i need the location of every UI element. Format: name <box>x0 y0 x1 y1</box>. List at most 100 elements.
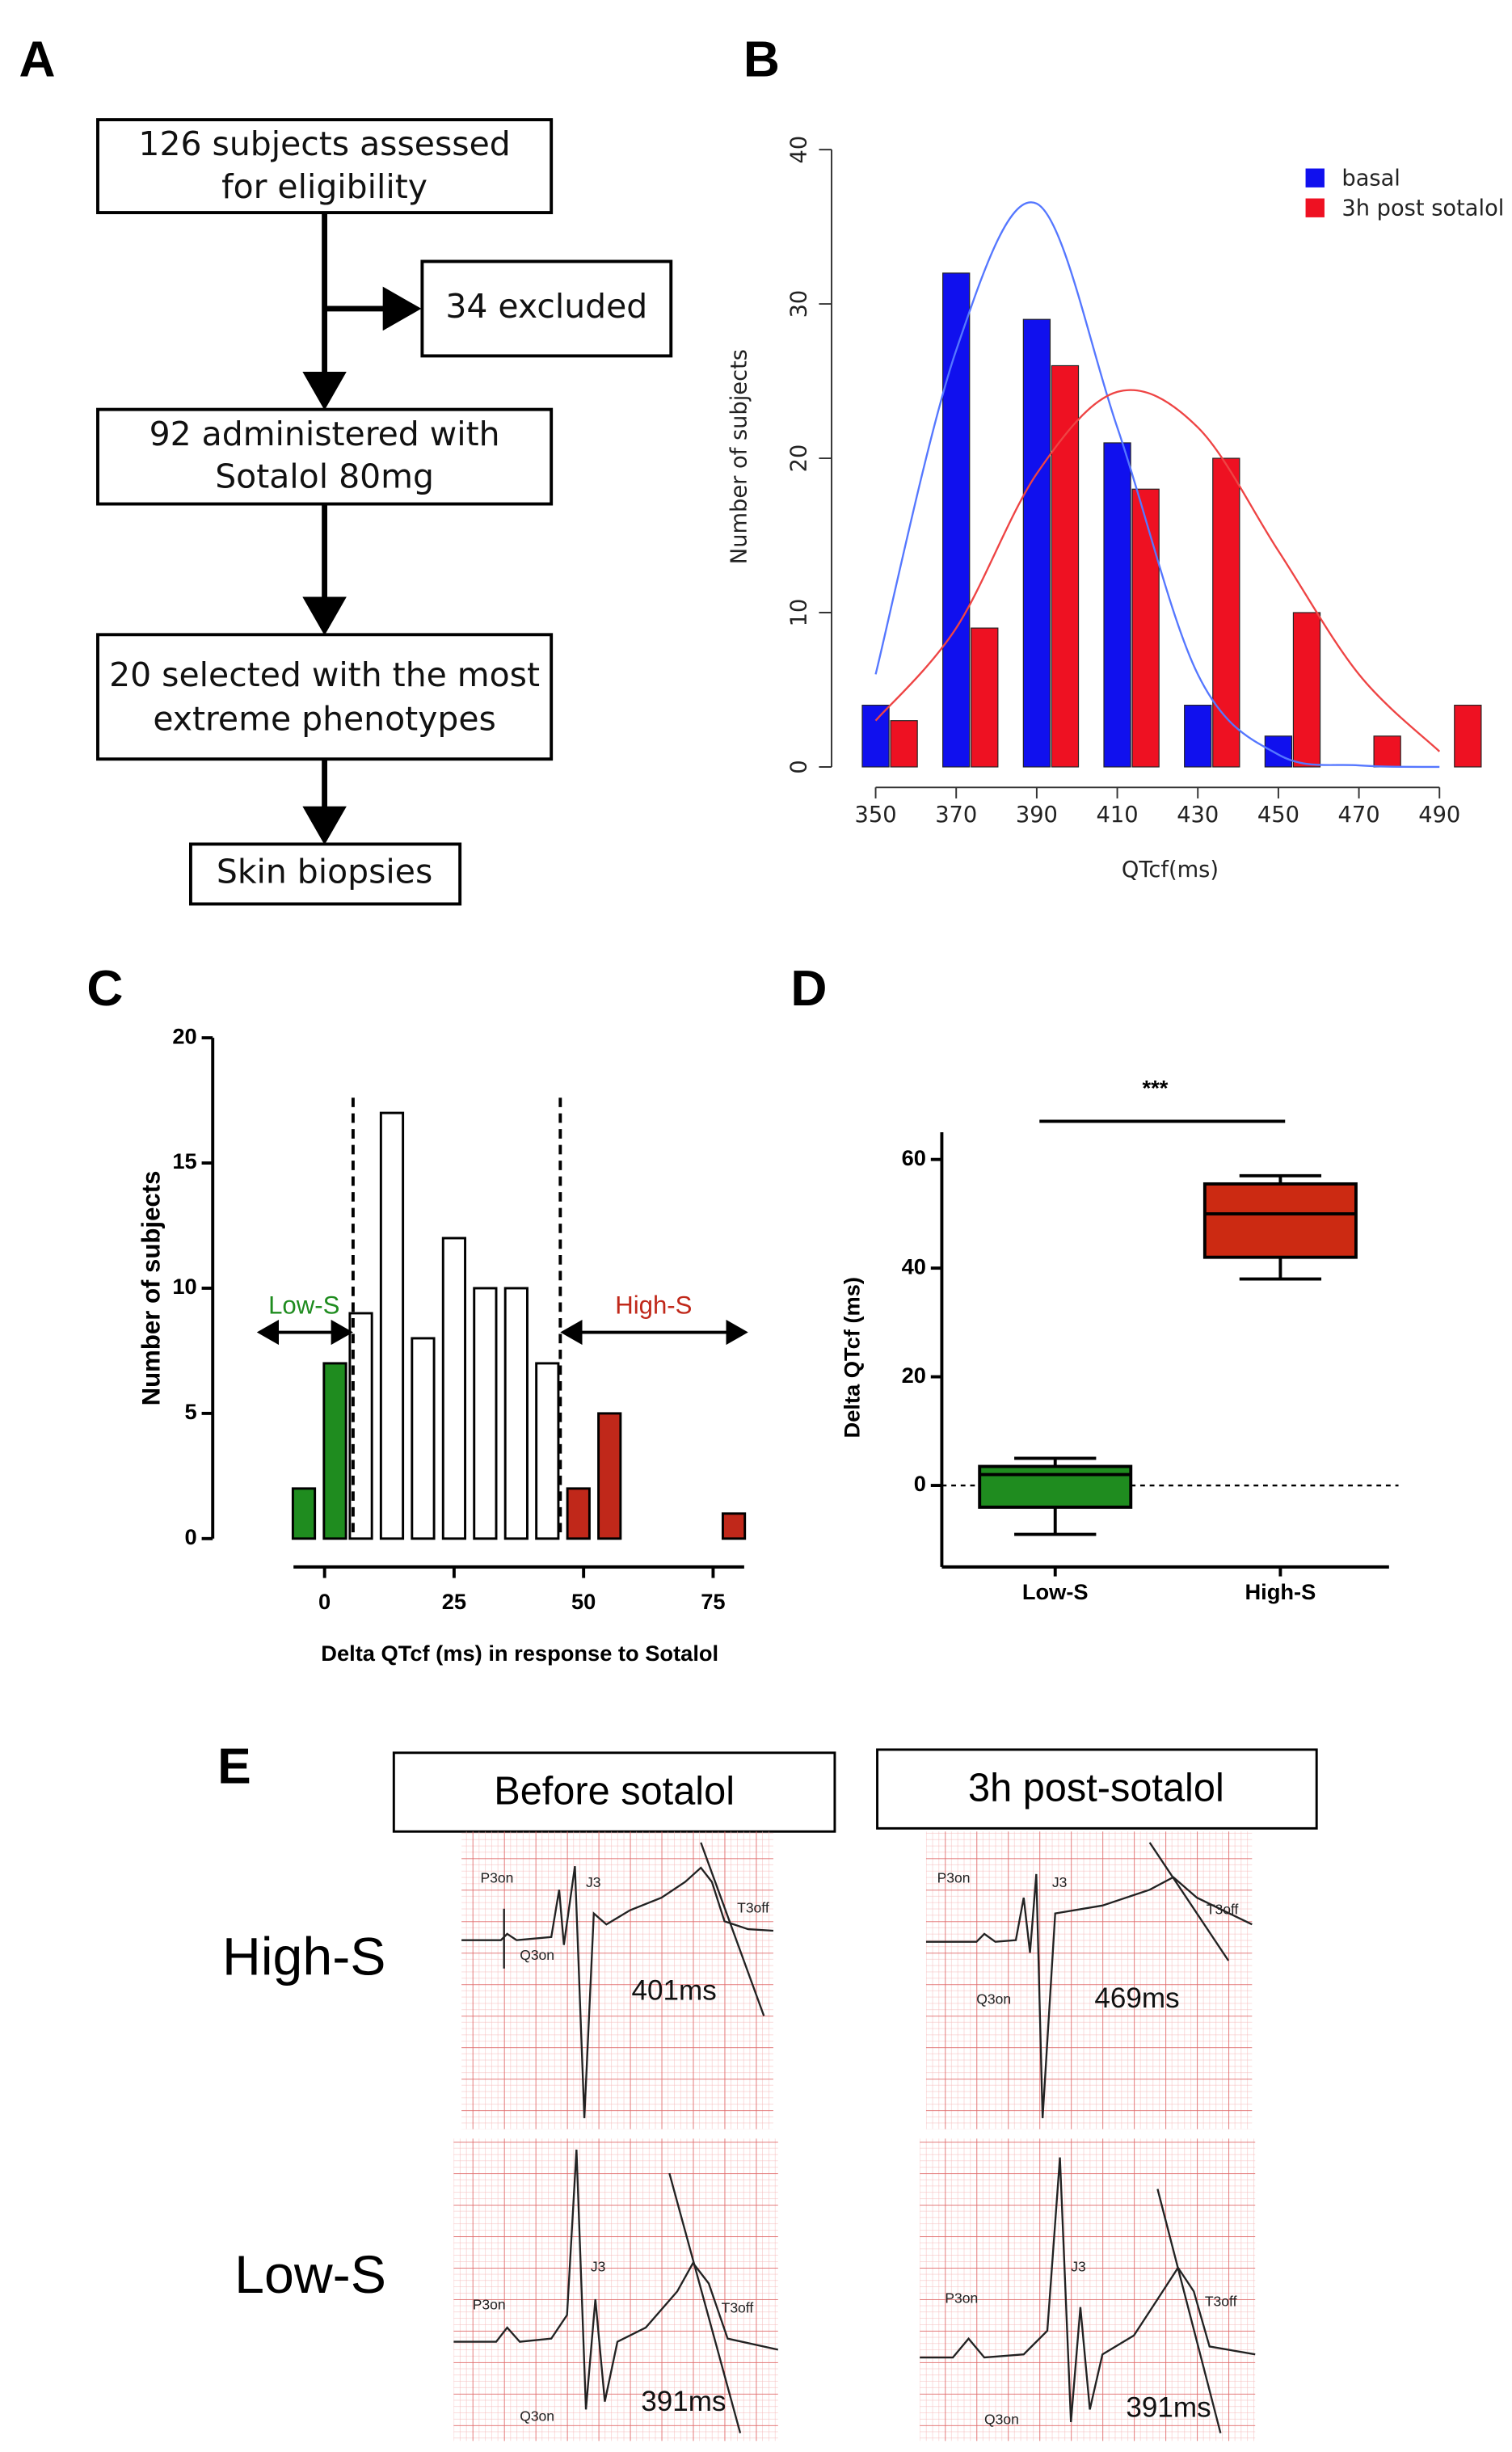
x-tick-label: 490 <box>1418 803 1460 828</box>
y-tick-label: 10 <box>172 1274 196 1299</box>
bar <box>890 720 918 768</box>
bar <box>1454 705 1482 768</box>
ecg-trace <box>925 1873 1253 2118</box>
row-label: Low-S <box>234 2245 386 2305</box>
bar <box>721 1512 747 1540</box>
ecg-tangent <box>700 1842 765 2016</box>
fit-curve <box>874 201 1440 769</box>
y-tick-label: 15 <box>172 1148 196 1173</box>
row-label: High-S <box>222 1927 386 1987</box>
bar <box>348 1312 373 1540</box>
wave-label: Q3on <box>984 2412 1019 2428</box>
legend-label: basal <box>1341 166 1400 192</box>
flowchart <box>96 118 673 906</box>
wave-label: Q3on <box>520 2408 554 2425</box>
y-tick-label: 30 <box>787 290 812 318</box>
box <box>1202 1182 1358 1259</box>
bar <box>566 1487 591 1540</box>
wave-label: J3 <box>591 2259 605 2275</box>
x-axis-label: Delta QTcf (ms) in response to Sotalol <box>321 1641 718 1666</box>
bar <box>411 1337 436 1540</box>
y-tick-label: 40 <box>902 1253 926 1279</box>
flow-text: Skin biopsies <box>217 852 432 891</box>
x-tick-label: 470 <box>1338 803 1380 828</box>
flow-text: 92 administered with <box>150 415 500 453</box>
bar <box>1292 612 1321 768</box>
ecg-tangent <box>1156 2189 1222 2433</box>
bar <box>1103 442 1131 768</box>
bar <box>1264 735 1293 768</box>
panel-label: B <box>743 32 780 87</box>
y-tick-label: 0 <box>185 1524 197 1549</box>
legend-swatch <box>1305 168 1325 187</box>
y-tick-label: 40 <box>787 136 812 164</box>
bar <box>1373 735 1401 768</box>
flow-text: extreme phenotypes <box>153 699 496 738</box>
bar <box>1051 364 1080 768</box>
x-tick-label: 0 <box>318 1589 331 1614</box>
y-tick-label: 20 <box>902 1363 926 1388</box>
bar <box>291 1487 317 1540</box>
x-tick-label: 370 <box>935 803 977 828</box>
bar <box>971 627 999 768</box>
x-tick-label: High-S <box>1245 1579 1316 1604</box>
x-tick-label: 430 <box>1177 803 1219 828</box>
flow-text: 20 selected with the most <box>109 655 540 694</box>
y-tick-label: 60 <box>902 1145 926 1170</box>
y-tick-label: 20 <box>787 444 812 473</box>
bar <box>1022 318 1051 768</box>
header-box <box>876 1748 1318 1830</box>
x-tick-label: 350 <box>855 803 897 828</box>
fit-curve <box>874 389 1441 752</box>
bar <box>379 1111 405 1540</box>
y-tick-label: 5 <box>185 1399 197 1424</box>
wave-label: Q3on <box>520 1947 554 1963</box>
wave-label: Q3on <box>976 1991 1011 2007</box>
x-tick-label: Low-S <box>1022 1579 1089 1604</box>
flow-text: for eligibility <box>221 167 427 206</box>
ecg-trace <box>920 2157 1256 2423</box>
column-header: Before sotalol <box>494 1769 735 1813</box>
column-header: 3h post-sotalol <box>968 1766 1224 1810</box>
wave-label: T3off <box>1207 1901 1239 1917</box>
panel-label: C <box>86 961 123 1017</box>
measurement: 391ms <box>1126 2392 1211 2424</box>
annotation: Low-S <box>268 1291 339 1320</box>
panel-label: E <box>217 1739 251 1795</box>
y-axis-label: Number of subjects <box>137 1171 165 1406</box>
wave-label: P3on <box>480 1869 513 1885</box>
measurement: 401ms <box>632 1974 717 2006</box>
significance: *** <box>1143 1076 1169 1101</box>
y-axis-label: Delta QTcf (ms) <box>840 1277 865 1438</box>
box <box>978 1464 1133 1509</box>
y-tick-label: 20 <box>172 1023 196 1048</box>
bar <box>861 705 890 768</box>
ecg-trace <box>461 1865 774 2118</box>
wave-label: T3off <box>722 2299 754 2315</box>
y-axis-label: Number of subjects <box>727 349 752 564</box>
x-tick-label: 450 <box>1257 803 1299 828</box>
bar <box>535 1362 560 1540</box>
wave-label: P3on <box>945 2290 978 2307</box>
ecg-grid <box>453 2138 778 2441</box>
x-axis-label: QTcf(ms) <box>1122 857 1219 883</box>
bar <box>441 1237 467 1540</box>
x-tick-label: 25 <box>442 1589 466 1614</box>
measurement: 391ms <box>641 2386 726 2417</box>
x-tick-label: 410 <box>1097 803 1139 828</box>
bar <box>322 1362 347 1540</box>
ecg-tangent <box>668 2172 742 2433</box>
panel-label: A <box>19 32 56 87</box>
x-tick-label: 50 <box>571 1589 596 1614</box>
wave-label: J3 <box>1071 2259 1086 2275</box>
wave-label: T3off <box>737 1899 769 1915</box>
annotation: High-S <box>615 1291 692 1320</box>
flow-text: 34 excluded <box>445 287 647 326</box>
panel-label: D <box>790 961 827 1017</box>
bar <box>1212 457 1240 768</box>
ecg-trace <box>453 2149 779 2410</box>
flow-text: Sotalol 80mg <box>215 457 434 495</box>
wave-label: P3on <box>937 1869 971 1885</box>
